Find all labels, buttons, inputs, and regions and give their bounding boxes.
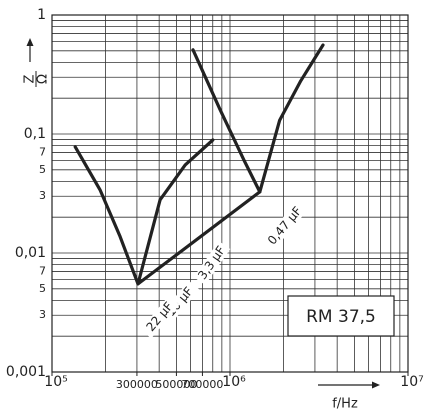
series-line <box>136 190 262 286</box>
x-tick-label: 10⁵ <box>44 374 67 390</box>
y-label-num: Z <box>23 74 38 83</box>
y-tick-label: 0,001 <box>6 364 46 380</box>
annotation-bg <box>265 204 305 248</box>
y-tick-label: 1 <box>37 7 46 23</box>
y-tick-label: 0,01 <box>15 245 46 261</box>
x-tick-label: 10⁷ <box>400 374 423 390</box>
y-tick-label: 5 <box>39 163 46 176</box>
annotation: 3,3 µF <box>195 243 228 282</box>
x-label: f/Hz <box>332 397 358 412</box>
x-tick-label: 500000 <box>155 378 197 391</box>
x-tick-label: 10⁶ <box>222 374 246 390</box>
y-tick-label: 7 <box>39 145 46 158</box>
y-tick-label: 3 <box>39 189 46 202</box>
label-box-text: RM 37,5 <box>306 307 376 327</box>
y-tick-label: 5 <box>39 282 46 295</box>
y-arrow-head <box>26 38 34 46</box>
annotation: 0,47 µF <box>265 204 305 248</box>
annotation-bg <box>193 240 231 286</box>
y-tick-label: 7 <box>39 264 46 277</box>
y-label-den: Ω <box>36 74 51 84</box>
label-box <box>287 295 395 337</box>
x-arrow-head <box>372 381 380 389</box>
x-tick-label: 300000 <box>116 378 158 391</box>
y-tick-label: 0,1 <box>24 126 46 142</box>
y-tick-label: 3 <box>39 308 46 321</box>
series-line <box>73 138 215 286</box>
x-tick-label: 700000 <box>181 378 223 391</box>
annotation-bg <box>140 295 180 339</box>
